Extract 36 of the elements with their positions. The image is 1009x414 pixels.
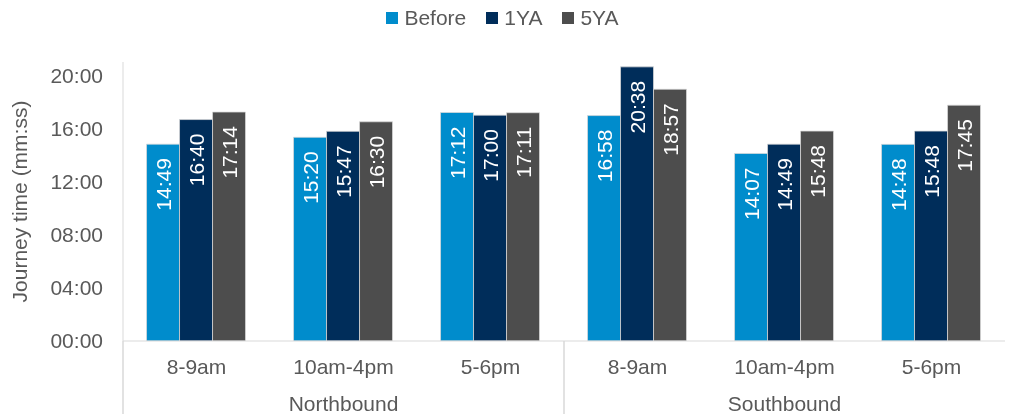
y-axis-title: Journey time (mm:ss) — [7, 100, 31, 303]
data-label: 17:00 — [478, 129, 502, 182]
data-label: 14:49 — [772, 158, 796, 211]
text: Southbound — [727, 392, 842, 414]
data-label: 16:40 — [184, 133, 208, 187]
data-label: 17:12 — [445, 126, 469, 180]
data-label: 15:47 — [331, 145, 355, 198]
text: Northbound — [288, 392, 399, 414]
data-label: 20:38 — [625, 80, 649, 134]
data-label: 14:49 — [151, 158, 175, 211]
y-tick-label: 20:00 — [50, 63, 103, 87]
x-tick-label: 10am-4pm — [734, 354, 835, 378]
legend-label: 1YA — [504, 6, 543, 30]
x-tick-label: 5-6pm — [460, 354, 521, 378]
y-tick-label: 16:00 — [50, 116, 103, 140]
data-label: 16:58 — [592, 129, 616, 183]
x-tick-label: 8-9am — [166, 354, 227, 378]
data-label: 17:45 — [952, 119, 976, 172]
y-tick-label: 12:00 — [50, 170, 103, 194]
x-tick-label: 5-6pm — [901, 354, 962, 378]
legend-label: 5YA — [580, 6, 619, 30]
data-label: 17:14 — [217, 125, 241, 179]
x-tick-label: 8-9am — [607, 354, 668, 378]
data-label: 14:48 — [886, 158, 910, 211]
data-label: 14:07 — [739, 167, 763, 221]
data-label: 17:11 — [511, 126, 535, 178]
data-label: 18:57 — [658, 103, 682, 156]
legend-label: Before — [404, 6, 467, 30]
y-tick-label: 00:00 — [50, 329, 103, 353]
y-tick-label: 08:00 — [50, 223, 103, 247]
x-tick-label: 10am-4pm — [293, 354, 394, 378]
data-label: 15:48 — [805, 145, 829, 198]
data-label: 15:48 — [919, 145, 943, 198]
y-tick-label: 04:00 — [50, 276, 103, 300]
data-label: 15:20 — [298, 151, 322, 204]
data-label: 16:30 — [364, 135, 388, 189]
